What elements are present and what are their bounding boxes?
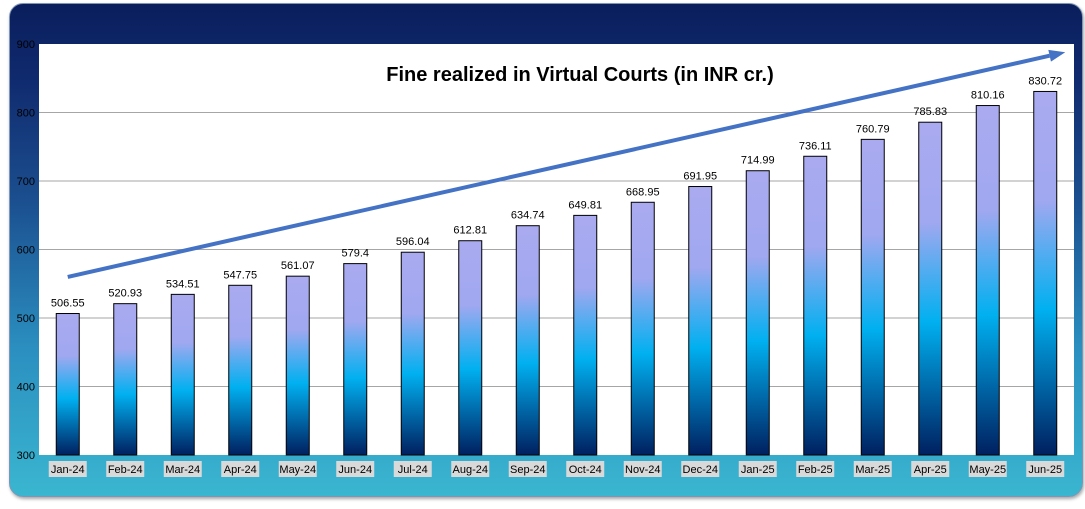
y-tick-label: 300 xyxy=(17,450,35,462)
x-tick-label-bg xyxy=(48,461,87,477)
bar xyxy=(343,263,368,456)
x-tick-label-bg xyxy=(1026,461,1065,477)
x-tick-label-bg xyxy=(336,461,375,477)
bar xyxy=(688,186,713,456)
x-tick-label-bg xyxy=(278,461,317,477)
x-tick-label: Dec-24 xyxy=(683,464,718,476)
data-label: 520.93 xyxy=(108,288,142,300)
bar xyxy=(228,284,253,456)
x-tick-label-bg xyxy=(566,461,605,477)
bar xyxy=(285,275,310,456)
trend-arrow-head xyxy=(1048,49,1066,62)
x-tick-label-bg xyxy=(221,461,260,477)
data-label: 736.11 xyxy=(799,140,832,152)
y-tick-label: 400 xyxy=(17,382,35,394)
data-label: 534.51 xyxy=(166,278,200,290)
bar xyxy=(745,170,770,456)
x-tick-label: Apr-25 xyxy=(914,464,947,476)
bar xyxy=(515,225,540,456)
x-tick-label-bg xyxy=(968,461,1007,477)
trend-arrow-line xyxy=(67,53,1051,279)
y-tick-label: 900 xyxy=(17,39,35,51)
x-tick-label-bg xyxy=(738,461,777,477)
bar xyxy=(400,251,425,456)
data-label: 785.83 xyxy=(913,106,947,118)
data-label: 649.81 xyxy=(568,199,602,211)
y-tick-label: 800 xyxy=(17,108,35,120)
x-tick-label: Feb-25 xyxy=(798,464,833,476)
data-label: 810.16 xyxy=(971,90,1005,102)
bar xyxy=(573,214,598,456)
y-tick-label: 500 xyxy=(17,313,35,325)
x-tick-label: Nov-24 xyxy=(625,464,660,476)
x-tick-label: Aug-24 xyxy=(453,464,488,476)
data-labels: 506.55 520.93 534.51 547.75 561.07 579.4 596.0… xyxy=(51,75,1062,309)
data-label: 612.81 xyxy=(453,225,487,237)
data-label: 691.95 xyxy=(683,171,717,183)
chart-title: Fine realized in Virtual Courts (in INR … xyxy=(386,64,773,86)
x-tick-label-bg xyxy=(853,461,892,477)
bar xyxy=(458,240,483,456)
bar xyxy=(860,138,885,456)
x-tick-label-bg xyxy=(393,461,432,477)
y-axis-ticks: 300 400 500 600 700 800 900 xyxy=(17,39,35,462)
bar xyxy=(975,105,1000,456)
y-tick-label: 700 xyxy=(17,176,35,188)
bar xyxy=(113,303,138,456)
x-tick-label: May-25 xyxy=(969,464,1006,476)
x-tick-label: Jul-24 xyxy=(398,464,428,476)
data-label: 547.75 xyxy=(223,269,257,281)
y-tick-label: 600 xyxy=(17,245,35,257)
bar xyxy=(170,293,195,456)
x-tick-label: Jun-25 xyxy=(1028,464,1062,476)
x-tick-label: Apr-24 xyxy=(224,464,257,476)
data-label: 506.55 xyxy=(51,298,85,310)
x-tick-label-bg xyxy=(681,461,720,477)
x-tick-label-bg xyxy=(451,461,490,477)
bar xyxy=(918,121,943,456)
x-tick-label: Jan-24 xyxy=(51,464,85,476)
x-tick-label: Jun-24 xyxy=(338,464,372,476)
data-label: 579.4 xyxy=(341,248,369,260)
x-tick-label: Oct-24 xyxy=(569,464,602,476)
x-tick-label: Feb-24 xyxy=(108,464,143,476)
gridlines xyxy=(39,112,1074,387)
x-tick-label: Sep-24 xyxy=(510,464,545,476)
x-tick-label: May-24 xyxy=(279,464,316,476)
data-label: 634.74 xyxy=(511,210,545,222)
bars xyxy=(55,90,1058,456)
x-tick-label-bg xyxy=(796,461,835,477)
x-axis-ticks: Jan-24 Feb-24 Mar-24 Apr-24 May-24 Jun-24 Jul-… xyxy=(48,461,1065,477)
bar xyxy=(630,201,655,456)
trend-arrow xyxy=(67,49,1066,279)
x-tick-label: Mar-24 xyxy=(165,464,200,476)
bar xyxy=(803,155,828,456)
x-tick-label-bg xyxy=(623,461,662,477)
x-tick-label: Jan-25 xyxy=(741,464,775,476)
bar xyxy=(1033,90,1058,456)
data-label: 668.95 xyxy=(626,186,660,198)
x-tick-label-bg xyxy=(163,461,202,477)
data-label: 760.79 xyxy=(856,123,890,135)
data-label: 714.99 xyxy=(741,155,775,167)
x-tick-label-bg xyxy=(911,461,950,477)
data-label: 596.04 xyxy=(396,236,430,248)
x-tick-label-bg xyxy=(106,461,145,477)
x-tick-label-bg xyxy=(508,461,547,477)
bar xyxy=(55,313,80,456)
data-label: 830.72 xyxy=(1028,75,1062,87)
x-tick-label: Mar-25 xyxy=(855,464,890,476)
data-label: 561.07 xyxy=(281,260,315,272)
